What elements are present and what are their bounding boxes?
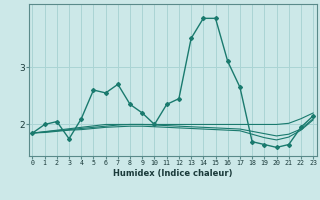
X-axis label: Humidex (Indice chaleur): Humidex (Indice chaleur) bbox=[113, 169, 233, 178]
